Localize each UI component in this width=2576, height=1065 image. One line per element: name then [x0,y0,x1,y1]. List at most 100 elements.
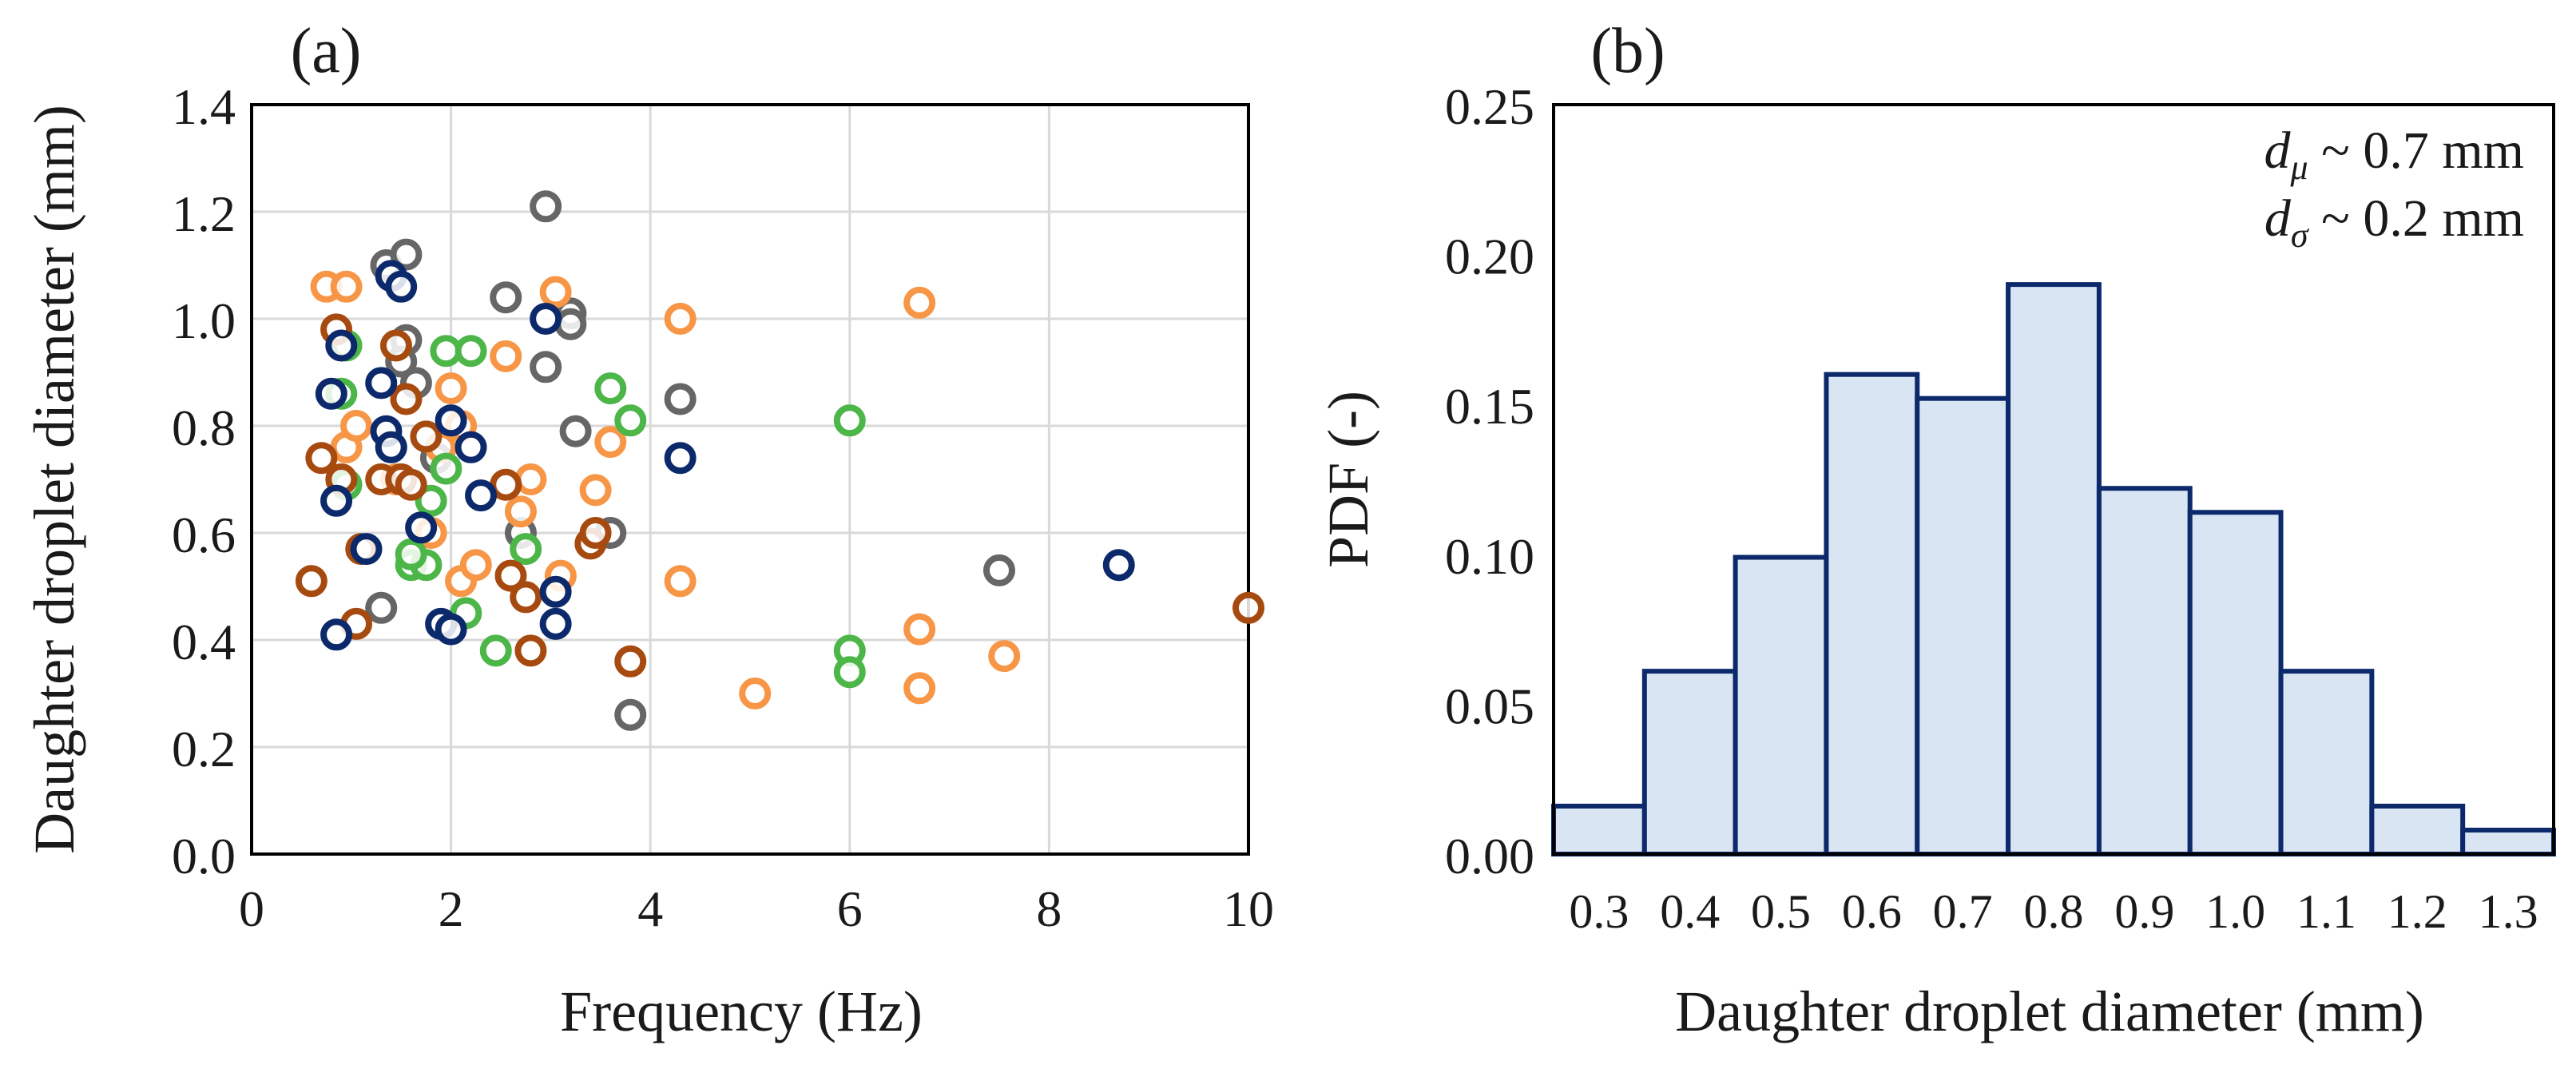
b-y-axis-label: PDF (-) [1316,391,1380,568]
b-annotations: dμ ~ 0.7 mm dσ ~ 0.2 mm [2264,121,2524,255]
a-y-tick-labels: 0.0 0.2 0.4 0.6 0.8 1.0 1.2 1.4 [172,78,236,884]
b-x-tick-label: 0.9 [2114,885,2174,938]
a-x-tick-label: 10 [1223,880,1274,937]
scatter-point-green [833,656,866,689]
annotation-mean: dμ ~ 0.7 mm [2264,121,2524,187]
annotation-std: dσ ~ 0.2 mm [2264,189,2524,255]
b-y-tick-label: 0.25 [1445,78,1534,135]
scatter-point-dark-orange [510,581,542,614]
scatter-point-orange [579,474,612,507]
scatter-point-navy [385,270,418,303]
a-y-axis-label: Daughter droplet diameter (mm) [22,105,86,854]
annotation-std-subscript: σ [2291,216,2310,255]
scatter-point-navy [365,367,398,399]
scatter-point-orange [903,286,936,319]
scatter-point-orange [435,372,467,405]
b-y-tick-label: 0.20 [1445,228,1534,285]
scatter-point-orange [504,495,537,528]
annotation-mean-text: ~ 0.7 mm [2308,121,2524,180]
a-plot-frame [250,103,1250,856]
scatter-point-gray [490,281,522,314]
scatter-point-dark-orange [1232,591,1264,624]
annotation-mean-subscript: μ [2290,148,2308,187]
histogram-bar [2460,827,2557,857]
b-y-tick-label: 0.15 [1445,378,1534,435]
scatter-point-navy [454,431,487,463]
scatter-point-navy [320,484,353,517]
scatter-point-orange [514,463,547,495]
a-y-tick-label: 0.2 [172,721,236,777]
histogram-bar [2278,669,2375,856]
scatter-point-navy [465,479,498,512]
scatter-point-green [395,538,427,570]
scatter-point-orange [340,410,373,442]
scatter-point-orange [988,640,1021,673]
scatter-point-gray [554,308,587,340]
scatter-point-navy [435,404,467,437]
b-y-tick-label: 0.05 [1445,678,1534,734]
scatter-point-navy [320,618,353,651]
a-x-tick-labels: 0 2 4 6 8 10 [239,880,1274,937]
scatter-point-navy [539,607,572,640]
scatter-point-green [833,404,866,437]
histogram-panel: (b) 0.000.050.100.150.200.25 0.3 0.4 0.5 0.… [1316,16,2557,1043]
scatter-point-orange [903,613,936,646]
a-y-tick-label: 0.6 [172,507,236,563]
a-x-tick-label: 0 [239,880,264,937]
b-x-tick-label: 1.1 [2296,885,2356,938]
scatter-point-green [614,404,647,437]
scatter-point-orange [459,549,492,582]
b-y-tick-labels: 0.00 0.05 0.10 0.15 0.20 0.25 [1445,78,1534,884]
scatter-point-dark-orange [410,420,443,453]
b-x-tick-label: 1.0 [2205,885,2265,938]
scatter-point-orange [330,270,363,303]
scatter-point-dark-orange [379,329,412,362]
scatter-point-navy [350,533,383,566]
scatter-point-navy [1102,549,1135,582]
b-x-tick-label: 1.2 [2387,885,2447,938]
b-x-tick-label: 0.7 [1933,885,1993,938]
histogram-bar [1915,395,2011,857]
scatter-point-dark-orange [305,442,338,475]
panel-a-label: (a) [291,16,362,86]
scatter-point-orange [903,672,936,705]
a-scatter-points [295,190,1264,731]
a-x-tick-label: 4 [637,880,663,937]
histogram-bar [2096,486,2193,856]
scatter-point-orange [664,303,697,335]
annotation-mean-symbol: d [2264,121,2292,180]
b-histogram-bars [1551,282,2557,857]
scatter-point-dark-orange [295,565,327,598]
scatter-point-gray [390,238,423,271]
scatter-point-gray [983,554,1015,586]
scatter-point-dark-orange [579,517,612,549]
scatter-point-orange [490,340,522,372]
a-x-axis-label: Frequency (Hz) [560,980,923,1043]
b-x-tick-label: 0.4 [1660,885,1720,938]
a-y-tick-label: 1.2 [172,185,236,242]
scatter-point-green [594,372,627,405]
annotation-std-symbol: d [2264,189,2292,248]
a-x-tick-label: 2 [439,880,464,937]
a-y-tick-label: 1.0 [172,292,236,349]
b-y-tick-label: 0.10 [1445,528,1534,585]
b-x-tick-label: 0.8 [2024,885,2084,938]
histogram-bar [1824,372,1920,856]
b-y-tick-label: 0.00 [1445,828,1534,884]
b-x-tick-labels: 0.3 0.4 0.5 0.6 0.7 0.8 0.9 1.0 1.1 1.2 1.3 [1569,885,2538,938]
scatter-point-green [430,452,462,485]
histogram-bar [1551,803,1647,857]
scatter-point-orange [664,565,697,598]
annotation-std-text: ~ 0.2 mm [2308,189,2524,248]
scatter-panel: (a) 0.0 0.2 0.4 0.6 0.8 1.0 1.2 1.4 0 2 4 6 8 10 Fre… [22,16,1274,1043]
histogram-bar [2187,510,2284,856]
scatter-point-navy [435,613,467,646]
a-y-tick-label: 1.4 [172,78,236,135]
panel-b-label: (b) [1590,16,1665,86]
scatter-point-dark-orange [395,468,427,501]
scatter-point-gray [614,698,647,731]
scatter-point-navy [315,377,347,410]
scatter-point-dark-orange [614,645,647,678]
scatter-point-orange [739,678,772,709]
